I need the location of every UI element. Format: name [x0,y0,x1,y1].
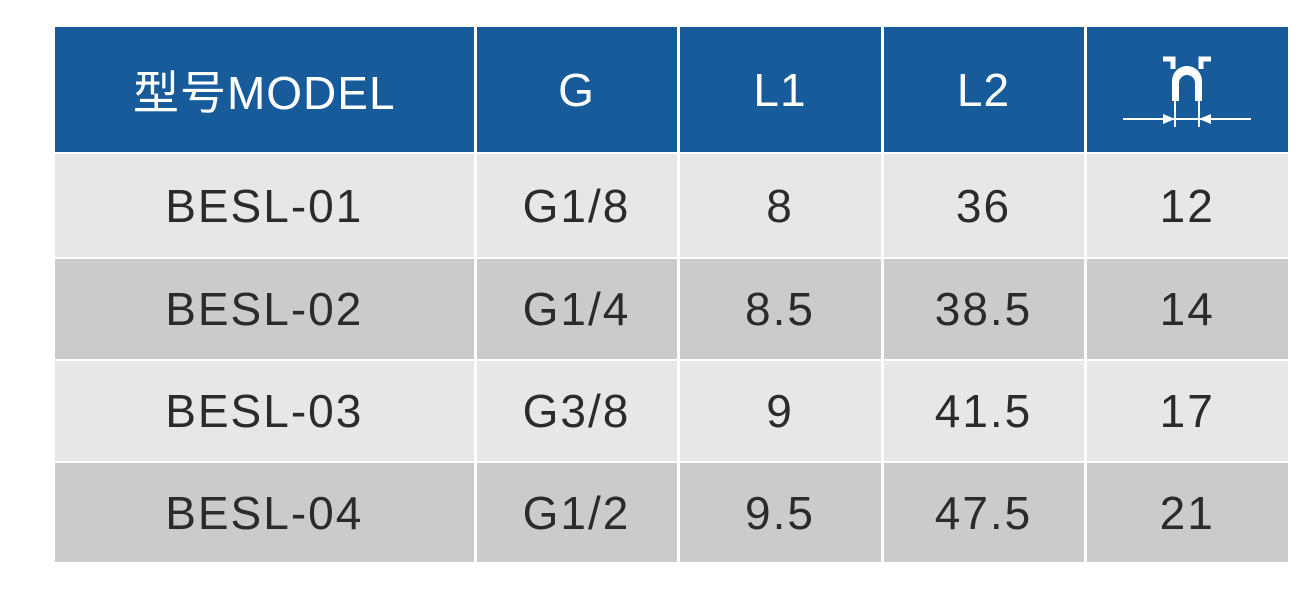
table-cell: G1/2 [476,463,677,562]
table-cell: 47.5 [883,463,1084,562]
table-cell: BESL-02 [55,259,474,359]
header-icon-cell [1086,27,1288,152]
table-cell: 38.5 [883,259,1084,359]
table-cell: G3/8 [476,361,677,461]
table-cell: G1/8 [476,154,677,257]
header-cell: L2 [883,27,1084,152]
table-cell: G1/4 [476,259,677,359]
table-cell: 14 [1086,259,1288,359]
table-cell: 21 [1086,463,1288,562]
table-cell: BESL-01 [55,154,474,257]
table-cell: BESL-04 [55,463,474,562]
table-cell: BESL-03 [55,361,474,461]
table-cell: 9 [679,361,881,461]
header-cell: G [476,27,677,152]
table-cell: 8 [679,154,881,257]
table-cell: 12 [1086,154,1288,257]
fork-terminal-icon [1123,56,1252,127]
table-cell: 17 [1086,361,1288,461]
table-cell: 36 [883,154,1084,257]
header-cell: L1 [679,27,881,152]
header-cell: 型号MODEL [55,27,474,152]
table-cell: 9.5 [679,463,881,562]
table-cell: 41.5 [883,361,1084,461]
table-cell: 8.5 [679,259,881,359]
